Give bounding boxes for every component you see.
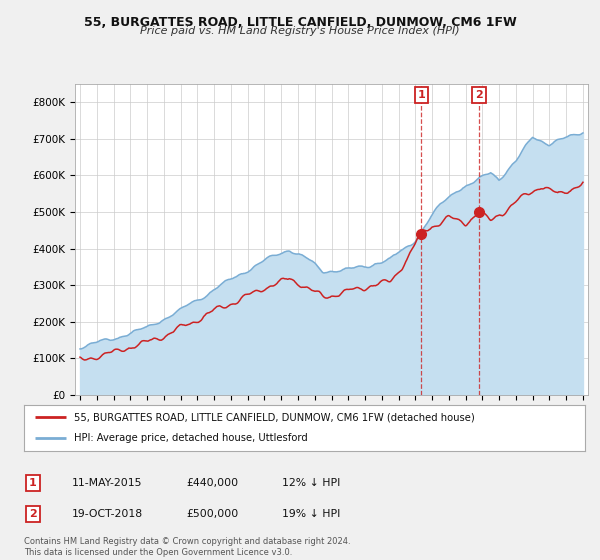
Text: 1: 1 (418, 90, 425, 100)
Text: 1: 1 (29, 478, 37, 488)
Text: £440,000: £440,000 (186, 478, 238, 488)
Text: 55, BURGATTES ROAD, LITTLE CANFIELD, DUNMOW, CM6 1FW (detached house): 55, BURGATTES ROAD, LITTLE CANFIELD, DUN… (74, 412, 475, 422)
Text: 2: 2 (475, 90, 483, 100)
Text: 19-OCT-2018: 19-OCT-2018 (72, 509, 143, 519)
Text: 12% ↓ HPI: 12% ↓ HPI (282, 478, 340, 488)
Text: 19% ↓ HPI: 19% ↓ HPI (282, 509, 340, 519)
Text: 55, BURGATTES ROAD, LITTLE CANFIELD, DUNMOW, CM6 1FW: 55, BURGATTES ROAD, LITTLE CANFIELD, DUN… (83, 16, 517, 29)
Text: 11-MAY-2015: 11-MAY-2015 (72, 478, 143, 488)
Text: £500,000: £500,000 (186, 509, 238, 519)
Text: Price paid vs. HM Land Registry's House Price Index (HPI): Price paid vs. HM Land Registry's House … (140, 26, 460, 36)
Text: Contains HM Land Registry data © Crown copyright and database right 2024.
This d: Contains HM Land Registry data © Crown c… (24, 537, 350, 557)
Text: HPI: Average price, detached house, Uttlesford: HPI: Average price, detached house, Uttl… (74, 433, 308, 444)
Text: 2: 2 (29, 509, 37, 519)
